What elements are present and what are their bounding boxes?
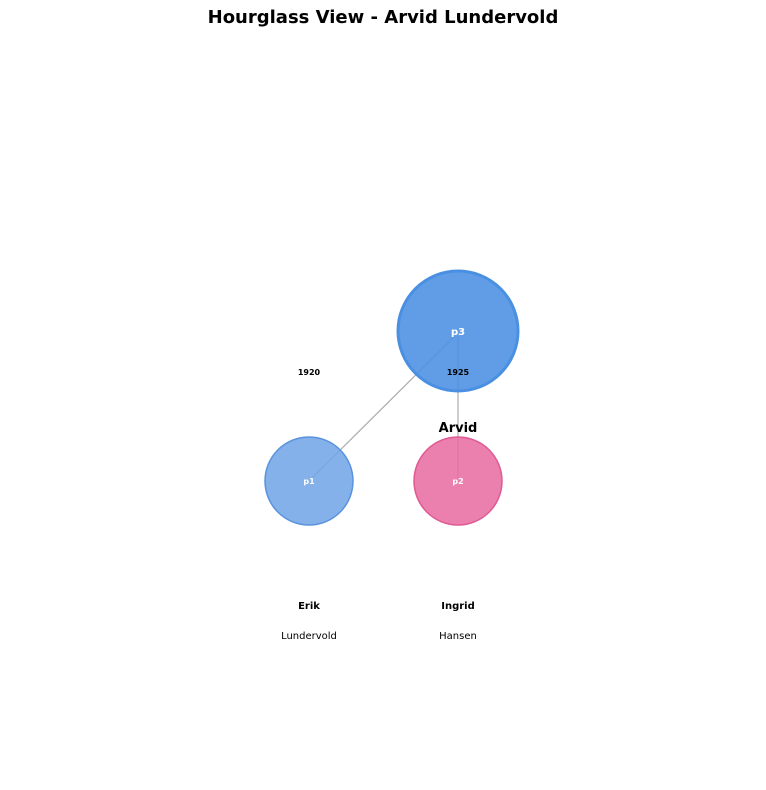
person-node-p3[interactable]: p3 Arvid xyxy=(396,269,520,436)
person-node-p2[interactable]: p2 1925 Ingrid Hansen xyxy=(413,368,503,642)
node-circle-p1 xyxy=(264,436,354,526)
birth-year-label: 1920 xyxy=(298,368,321,377)
first-name-label: Arvid xyxy=(439,421,478,436)
first-name-label: Ingrid xyxy=(441,601,475,612)
node-id-label: p1 xyxy=(303,477,315,486)
page-title: Hourglass View - Arvid Lundervold xyxy=(207,7,559,28)
node-id-label: p2 xyxy=(452,477,463,486)
birth-year-label: 1925 xyxy=(447,368,470,377)
node-circle-p2 xyxy=(413,436,503,526)
person-node-p1[interactable]: p1 1920 Erik Lundervold xyxy=(264,368,354,642)
last-name-label: Hansen xyxy=(439,631,477,642)
last-name-label: Lundervold xyxy=(281,631,337,642)
node-id-label: p3 xyxy=(451,327,465,338)
first-name-label: Erik xyxy=(298,601,320,612)
node-circle-p3 xyxy=(396,269,520,393)
